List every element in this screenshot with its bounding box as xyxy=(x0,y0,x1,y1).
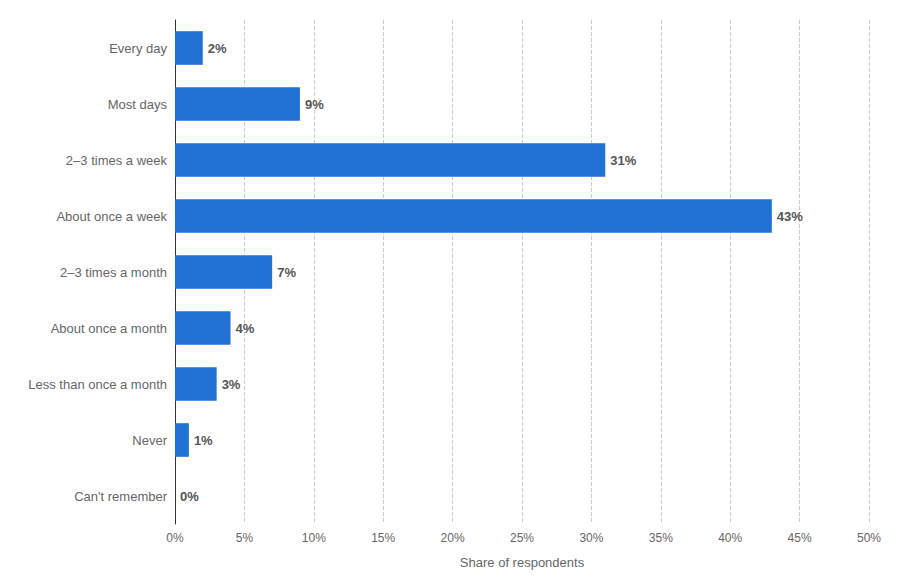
svg-text:35%: 35% xyxy=(649,531,673,545)
svg-text:Never: Never xyxy=(132,433,167,448)
svg-text:3%: 3% xyxy=(222,377,241,392)
svg-text:25%: 25% xyxy=(510,531,534,545)
svg-text:Can't remember: Can't remember xyxy=(74,489,167,504)
svg-text:30%: 30% xyxy=(579,531,603,545)
svg-text:43%: 43% xyxy=(777,209,803,224)
svg-text:0%: 0% xyxy=(166,531,184,545)
svg-text:About once a month: About once a month xyxy=(51,321,167,336)
svg-text:7%: 7% xyxy=(277,265,296,280)
svg-text:15%: 15% xyxy=(371,531,395,545)
svg-text:9%: 9% xyxy=(305,97,324,112)
svg-text:4%: 4% xyxy=(236,321,255,336)
svg-text:50%: 50% xyxy=(857,531,881,545)
svg-text:2–3 times a month: 2–3 times a month xyxy=(60,265,167,280)
svg-text:45%: 45% xyxy=(788,531,812,545)
svg-text:0%: 0% xyxy=(180,489,199,504)
svg-text:Share of respondents: Share of respondents xyxy=(460,555,585,570)
svg-text:Less than once a month: Less than once a month xyxy=(28,377,167,392)
svg-text:31%: 31% xyxy=(610,153,636,168)
svg-text:10%: 10% xyxy=(302,531,326,545)
svg-text:About once a week: About once a week xyxy=(56,209,167,224)
svg-text:2–3 times a week: 2–3 times a week xyxy=(66,153,168,168)
svg-text:5%: 5% xyxy=(236,531,254,545)
svg-text:1%: 1% xyxy=(194,433,213,448)
svg-text:2%: 2% xyxy=(208,41,227,56)
svg-text:Every day: Every day xyxy=(109,41,167,56)
svg-text:20%: 20% xyxy=(441,531,465,545)
svg-text:40%: 40% xyxy=(718,531,742,545)
svg-text:Most days: Most days xyxy=(108,97,168,112)
